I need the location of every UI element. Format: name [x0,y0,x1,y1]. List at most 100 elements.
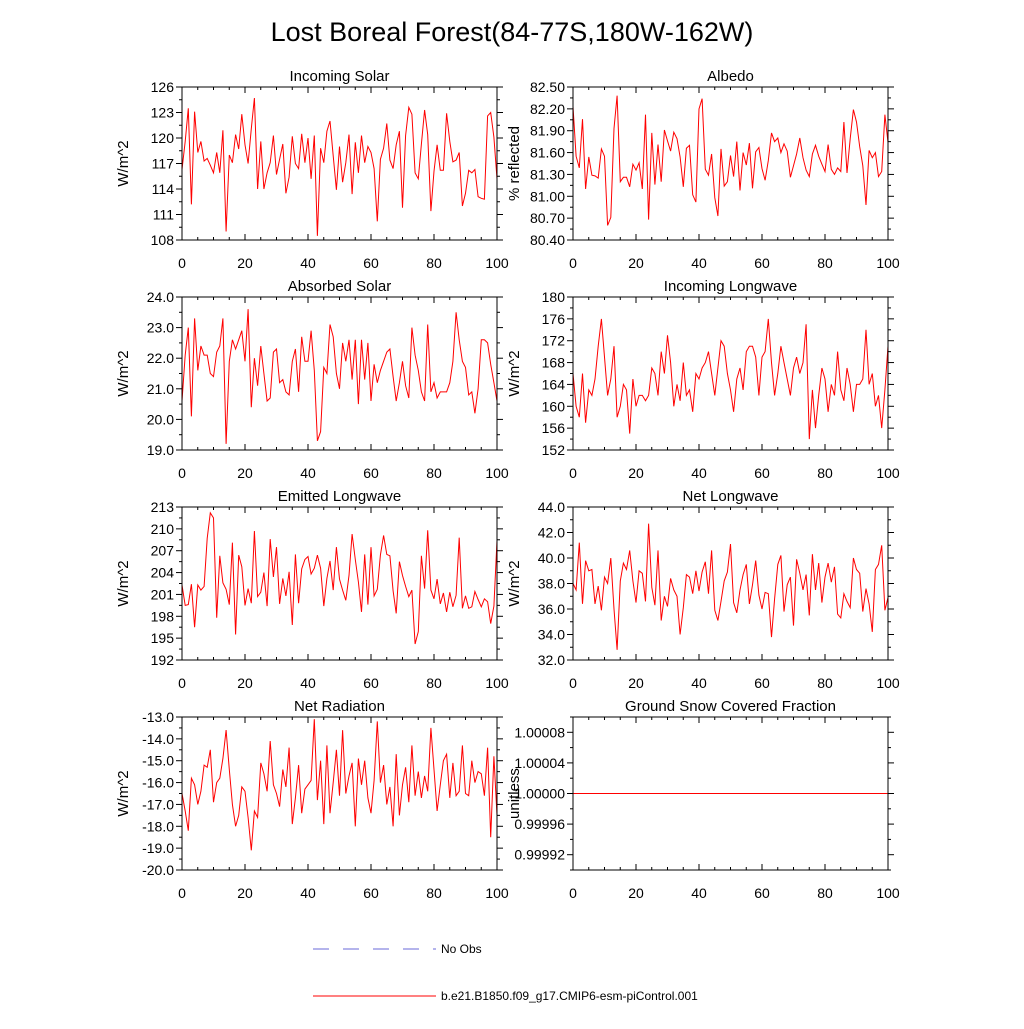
y-tick-label: 152 [542,442,566,458]
y-axis-label: % reflected [506,126,523,201]
y-tick-label: 82.20 [530,101,565,117]
x-tick-label: 40 [691,465,707,481]
plot-frame [572,86,889,241]
x-tick-label: 100 [876,885,900,901]
y-tick-label: 34.0 [538,627,565,643]
y-tick-label: 160 [542,398,566,414]
y-tick-label: 80.40 [530,232,565,248]
panel-title: Absorbed Solar [288,278,391,295]
x-tick-label: 80 [817,675,833,691]
series-line [181,511,498,645]
x-tick-label: 100 [876,675,900,691]
x-tick-label: 0 [569,255,577,271]
x-tick-label: 80 [426,465,442,481]
plot-frame [181,506,498,661]
panel-title: Incoming Solar [289,68,389,85]
y-tick-label: 80.70 [530,210,565,226]
x-tick-label: 20 [628,885,644,901]
y-tick-label: 81.30 [530,166,565,182]
panel-title: Net Radiation [294,698,385,715]
y-tick-label: 82.50 [530,79,565,95]
x-tick-label: 40 [691,675,707,691]
y-tick-label: 38.0 [538,576,565,592]
panel-incoming-solar: Incoming Solar W/m^2 0 20 40 60 80 100 108 111 114… [115,68,509,271]
x-tick-label: 0 [178,255,186,271]
y-axis-label: W/m^2 [115,770,132,816]
y-tick-label: 1.00004 [514,755,565,771]
x-tick-label: 80 [426,675,442,691]
y-tick-label: 42.0 [538,525,565,541]
x-tick-label: 80 [817,465,833,481]
panel-title: Albedo [707,68,754,85]
y-tick-label: 120 [151,130,175,146]
y-tick-label: 180 [542,289,566,305]
y-tick-label: 20.0 [147,411,174,427]
y-tick-label: 201 [151,586,175,602]
y-tick-label: 36.0 [538,601,565,617]
legend-label-no-obs: No Obs [441,942,482,956]
y-tick-label: 117 [152,156,175,172]
y-tick-label: 23.0 [147,320,174,336]
series-line [181,309,498,444]
series-line [572,523,889,650]
x-tick-label: 60 [754,675,770,691]
y-tick-label: 0.99996 [514,816,565,832]
x-tick-label: 40 [300,255,316,271]
x-tick-label: 60 [363,885,379,901]
x-tick-label: 0 [569,885,577,901]
y-tick-label: 195 [151,630,175,646]
x-tick-label: 20 [237,465,253,481]
y-tick-label: 172 [542,333,566,349]
y-tick-label: -19.0 [142,840,174,856]
y-tick-label: 213 [151,499,175,515]
y-axis-label: W/m^2 [115,140,132,186]
panel-net-longwave: Net Longwave W/m^2 0 20 40 60 80 100 32.0 34.0 36.… [506,488,900,691]
x-tick-label: 100 [485,885,509,901]
y-axis-label: W/m^2 [506,560,523,606]
y-tick-label: 81.60 [530,145,565,161]
x-tick-label: 60 [754,255,770,271]
y-tick-label: -18.0 [142,818,174,834]
panel-emitted-longwave: Emitted Longwave W/m^2 0 20 40 60 80 100 192 195 1… [115,488,509,691]
y-tick-label: 81.90 [530,123,565,139]
panel-incoming-longwave: Incoming Longwave W/m^2 0 20 40 60 80 100 152 156… [506,278,900,481]
panel-title: Emitted Longwave [278,488,401,505]
y-tick-label: 126 [151,79,175,95]
y-tick-label: 0.99992 [514,847,565,863]
series-line [181,97,498,236]
y-tick-label: -13.0 [142,709,174,725]
y-axis-label: W/m^2 [115,350,132,396]
x-tick-label: 20 [628,255,644,271]
x-tick-label: 80 [817,885,833,901]
y-tick-label: 32.0 [538,652,565,668]
y-tick-label: 21.0 [147,381,174,397]
x-tick-label: 20 [628,465,644,481]
y-tick-label: -20.0 [142,862,174,878]
x-tick-label: 40 [300,465,316,481]
figure-title: Lost Boreal Forest(84-77S,180W-162W) [271,17,754,47]
y-tick-label: 156 [542,420,566,436]
x-tick-label: 40 [300,885,316,901]
y-tick-label: 40.0 [538,550,565,566]
y-tick-label: 24.0 [147,289,174,305]
x-tick-label: 100 [876,255,900,271]
y-tick-label: -16.0 [142,775,174,791]
x-tick-label: 60 [363,675,379,691]
x-tick-label: 20 [237,885,253,901]
y-tick-label: 1.00008 [514,724,565,740]
legend: No Obs b.e21.B1850.f09_g17.CMIP6-esm-piC… [313,942,698,1003]
y-axis-label: W/m^2 [115,560,132,606]
panel-absorbed-solar: Absorbed Solar W/m^2 0 20 40 60 80 100 19.0 20.0 2… [115,278,509,481]
panel-title: Incoming Longwave [664,278,797,295]
y-tick-label: 198 [151,608,175,624]
y-tick-label: 207 [151,543,175,559]
panel-title: Ground Snow Covered Fraction [625,698,836,715]
y-tick-label: 111 [153,207,174,223]
x-tick-label: 0 [569,465,577,481]
x-tick-label: 0 [178,675,186,691]
y-tick-label: 108 [151,232,175,248]
legend-label-model: b.e21.B1850.f09_g17.CMIP6-esm-piControl.… [441,989,698,1003]
x-tick-label: 80 [817,255,833,271]
